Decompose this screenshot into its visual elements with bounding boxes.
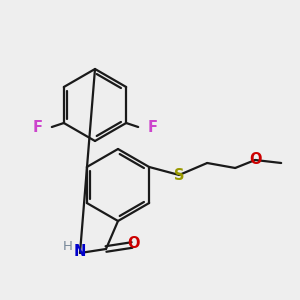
Text: O: O <box>128 236 140 251</box>
Text: S: S <box>174 167 184 182</box>
Text: O: O <box>249 152 261 167</box>
Text: H: H <box>63 239 73 253</box>
Text: F: F <box>33 119 43 134</box>
Text: N: N <box>74 244 86 259</box>
Text: F: F <box>147 119 157 134</box>
